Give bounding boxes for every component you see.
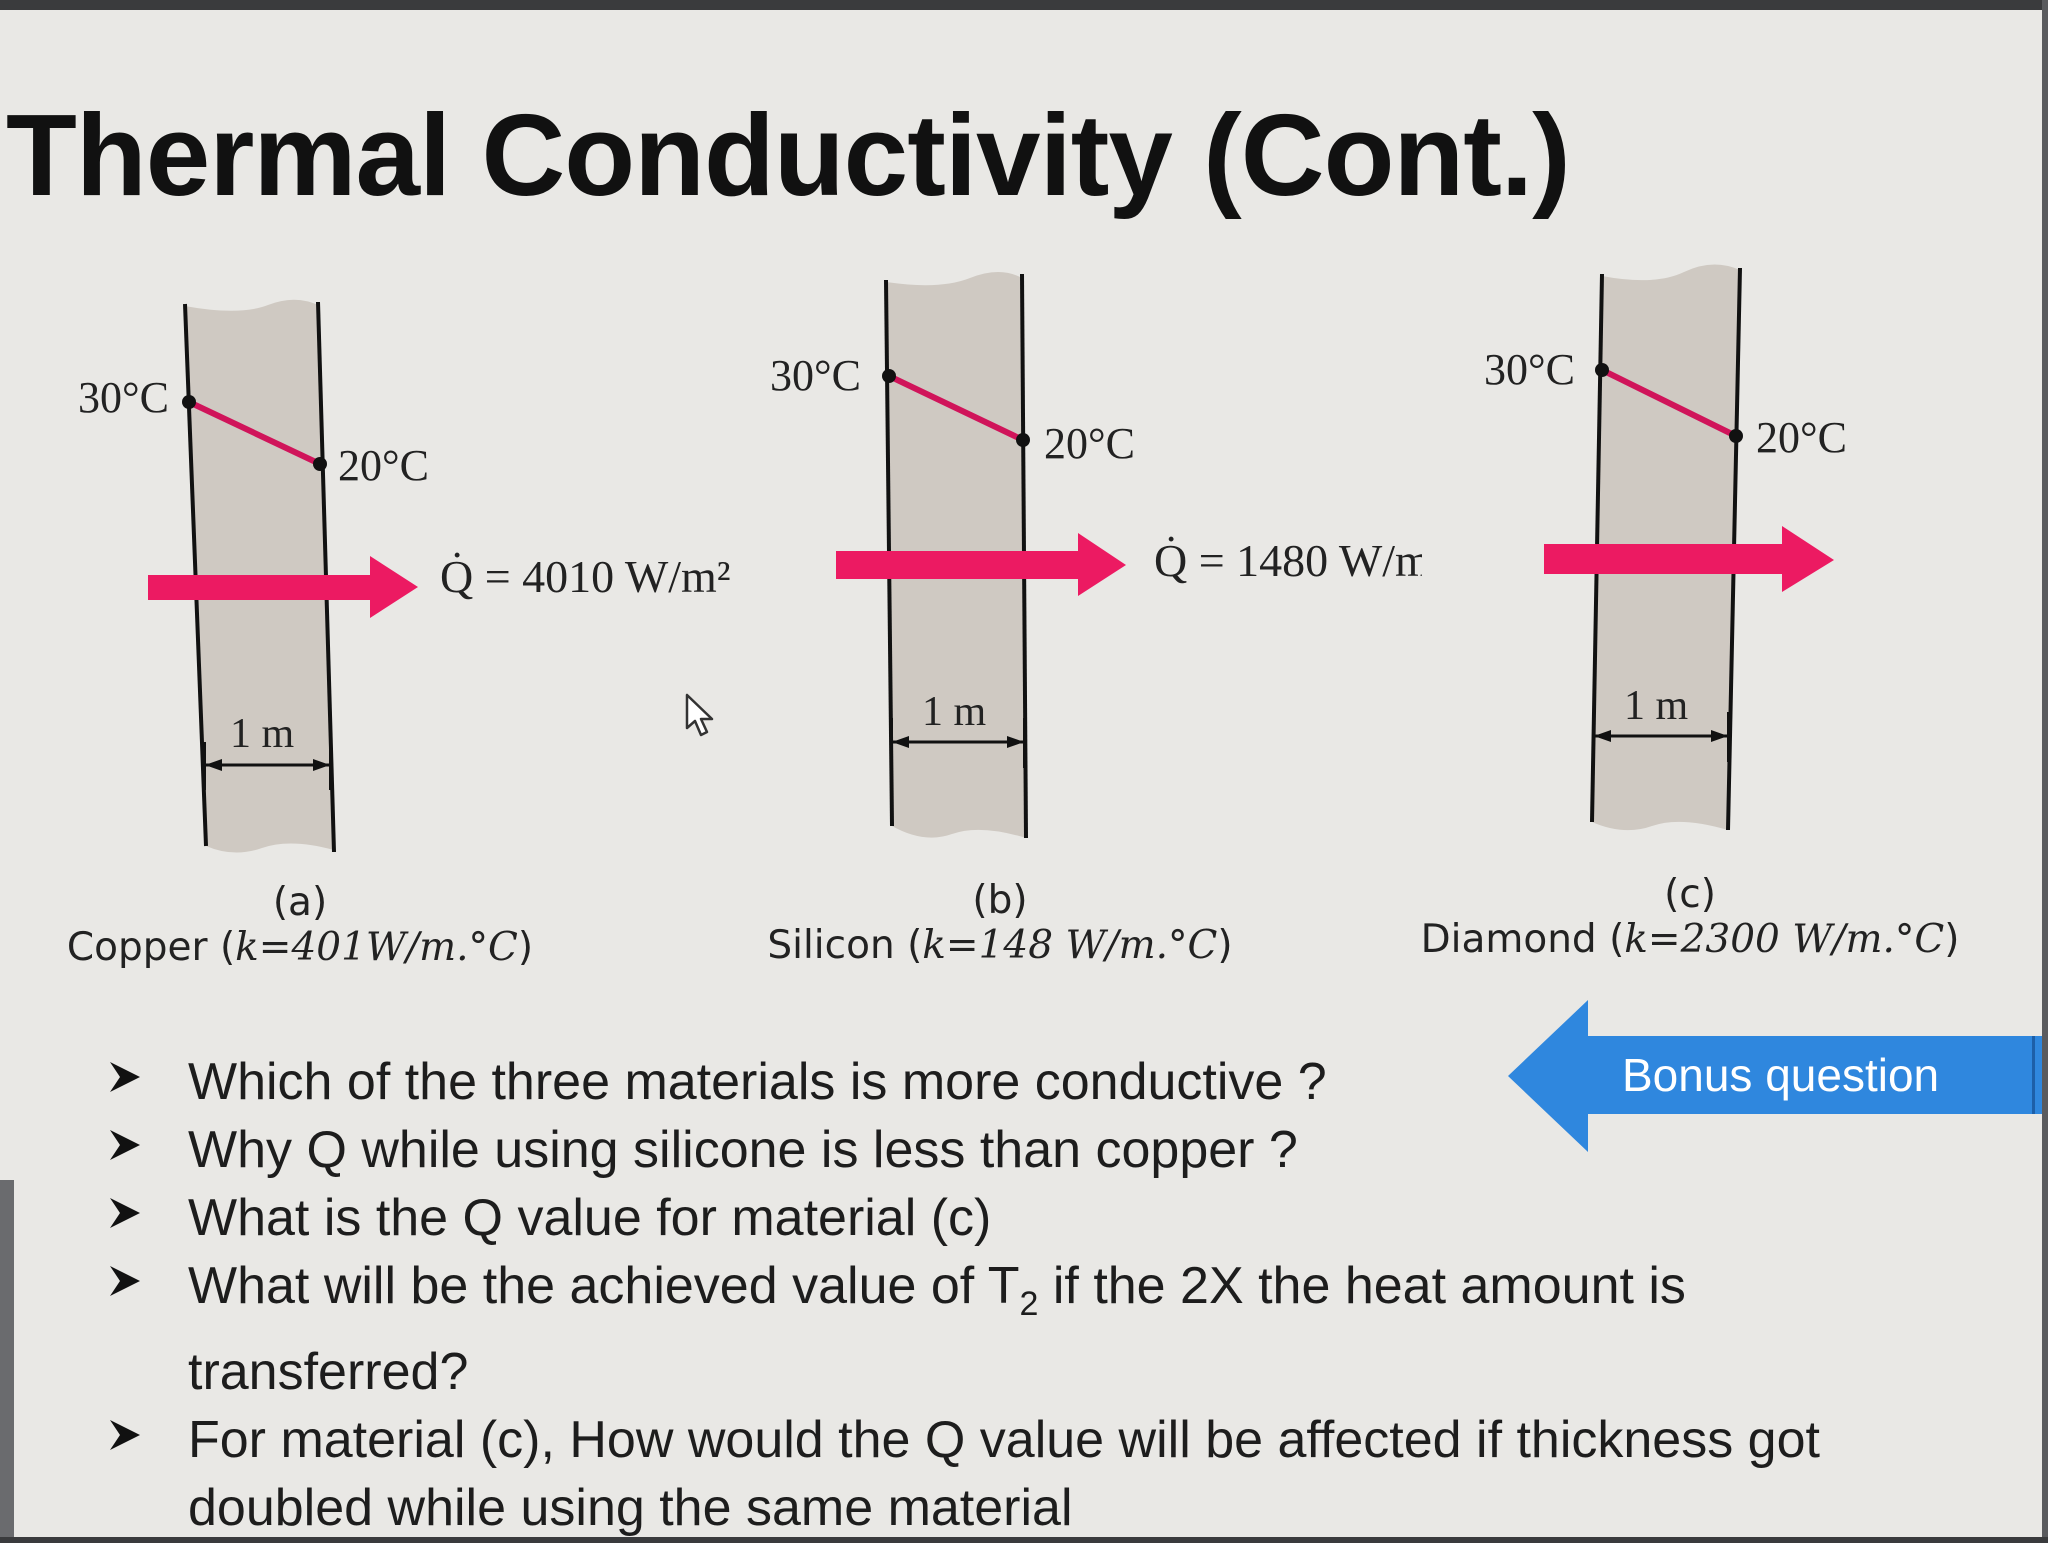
temp-profile-c xyxy=(1600,367,1738,439)
wall-diagrams-graphic xyxy=(148,264,1834,853)
caption-material-a: Copper (k=401W/m.°C) xyxy=(66,925,534,970)
question-text-4c: transferred? xyxy=(188,1343,469,1401)
hot-temp-label-c: 30°C xyxy=(1484,345,1575,394)
material-name-b: Silicon xyxy=(767,923,895,968)
thickness-label-c: 1 m xyxy=(1624,683,1689,729)
question-item-2: Why Q while using silicone is less than … xyxy=(108,1116,2008,1184)
temp-profile-b xyxy=(887,373,1025,443)
screen-right-bezel xyxy=(2042,0,2048,1543)
conductivity-c: k=2300 W/m.°C xyxy=(1624,917,1945,962)
caption-material-c: Diamond (k=2300 W/m.°C) xyxy=(1420,917,1960,962)
question-item-1: Which of the three materials is more con… xyxy=(108,1048,2008,1116)
question-text-4a: What will be the achieved value of T xyxy=(188,1257,1020,1315)
conductivity-diagrams: 30°C 20°C Q̇ = 4010 W/m² 1 m 30°C 20°C Q… xyxy=(60,264,1970,970)
heat-arrow-a xyxy=(148,556,418,618)
arrowhead-bullet-icon xyxy=(110,1266,140,1296)
question-text-3: What is the Q value for material (c) xyxy=(188,1189,992,1247)
caption-material-b: Silicon (k=148 W/m.°C) xyxy=(767,923,1233,968)
cold-temp-label-b: 20°C xyxy=(1044,419,1135,468)
screen-bottom-bezel xyxy=(0,1537,2048,1543)
subscript-2: 2 xyxy=(1019,1285,1039,1323)
arrowhead-bullet-icon xyxy=(110,1062,140,1092)
caption-a: (a) Copper (k=401W/m.°C) xyxy=(60,880,540,970)
cold-temp-label-a: 20°C xyxy=(338,441,429,490)
thickness-label-b: 1 m xyxy=(922,689,987,735)
question-text-1: Which of the three materials is more con… xyxy=(188,1053,1327,1111)
question-item-5: For material (c), How would the Q value … xyxy=(108,1406,2008,1542)
mouse-pointer-icon xyxy=(685,693,714,737)
heat-flux-label-a: Q̇ = 4010 W/m² xyxy=(440,551,731,602)
slide-title: Thermal Conductivity (Cont.) xyxy=(6,90,1571,220)
wall-b xyxy=(836,272,1126,839)
material-name-a: Copper xyxy=(66,925,208,970)
hot-temp-label-b: 30°C xyxy=(770,351,861,400)
question-text-2: Why Q while using silicone is less than … xyxy=(188,1121,1298,1179)
wall-c xyxy=(1544,264,1834,831)
heat-arrow-c xyxy=(1544,526,1834,592)
temp-profile-a xyxy=(187,399,322,467)
conductivity-b: k=148 W/m.°C xyxy=(922,923,1218,968)
caption-b: (b) Silicon (k=148 W/m.°C) xyxy=(760,878,1240,968)
question-text-4b: if the 2X the heat amount is xyxy=(1038,1257,1686,1315)
question-text-5b: doubled while using the same material xyxy=(188,1479,1073,1537)
caption-c: (c) Diamond (k=2300 W/m.°C) xyxy=(1410,872,1970,962)
screen-top-bezel xyxy=(0,0,2048,10)
wall-a xyxy=(148,299,418,853)
arrowhead-bullet-icon xyxy=(110,1198,140,1228)
question-text-5a: For material (c), How would the Q value … xyxy=(188,1411,1820,1469)
screen-left-bezel xyxy=(0,1180,14,1543)
arrowhead-bullet-icon xyxy=(110,1420,140,1450)
thickness-label-a: 1 m xyxy=(230,711,295,757)
question-item-3: What is the Q value for material (c) xyxy=(108,1184,2008,1252)
question-item-4: What will be the achieved value of T2 if… xyxy=(108,1252,2008,1406)
hot-temp-label-a: 30°C xyxy=(78,373,169,422)
heat-flux-label-b: Q̇ = 1480 W/m xyxy=(1154,535,1422,586)
question-list: Which of the three materials is more con… xyxy=(108,1048,2008,1542)
caption-letter-a: (a) xyxy=(272,880,328,925)
heat-arrow-b xyxy=(836,533,1126,596)
conductivity-a: k=401W/m.°C xyxy=(235,925,518,970)
caption-letter-b: (b) xyxy=(972,878,1028,923)
bonus-question-label: Bonus question xyxy=(1622,1049,1940,1101)
cold-temp-label-c: 20°C xyxy=(1756,413,1847,462)
material-name-c: Diamond xyxy=(1420,917,1597,962)
arrowhead-bullet-icon xyxy=(110,1130,140,1160)
caption-letter-c: (c) xyxy=(1664,872,1716,917)
